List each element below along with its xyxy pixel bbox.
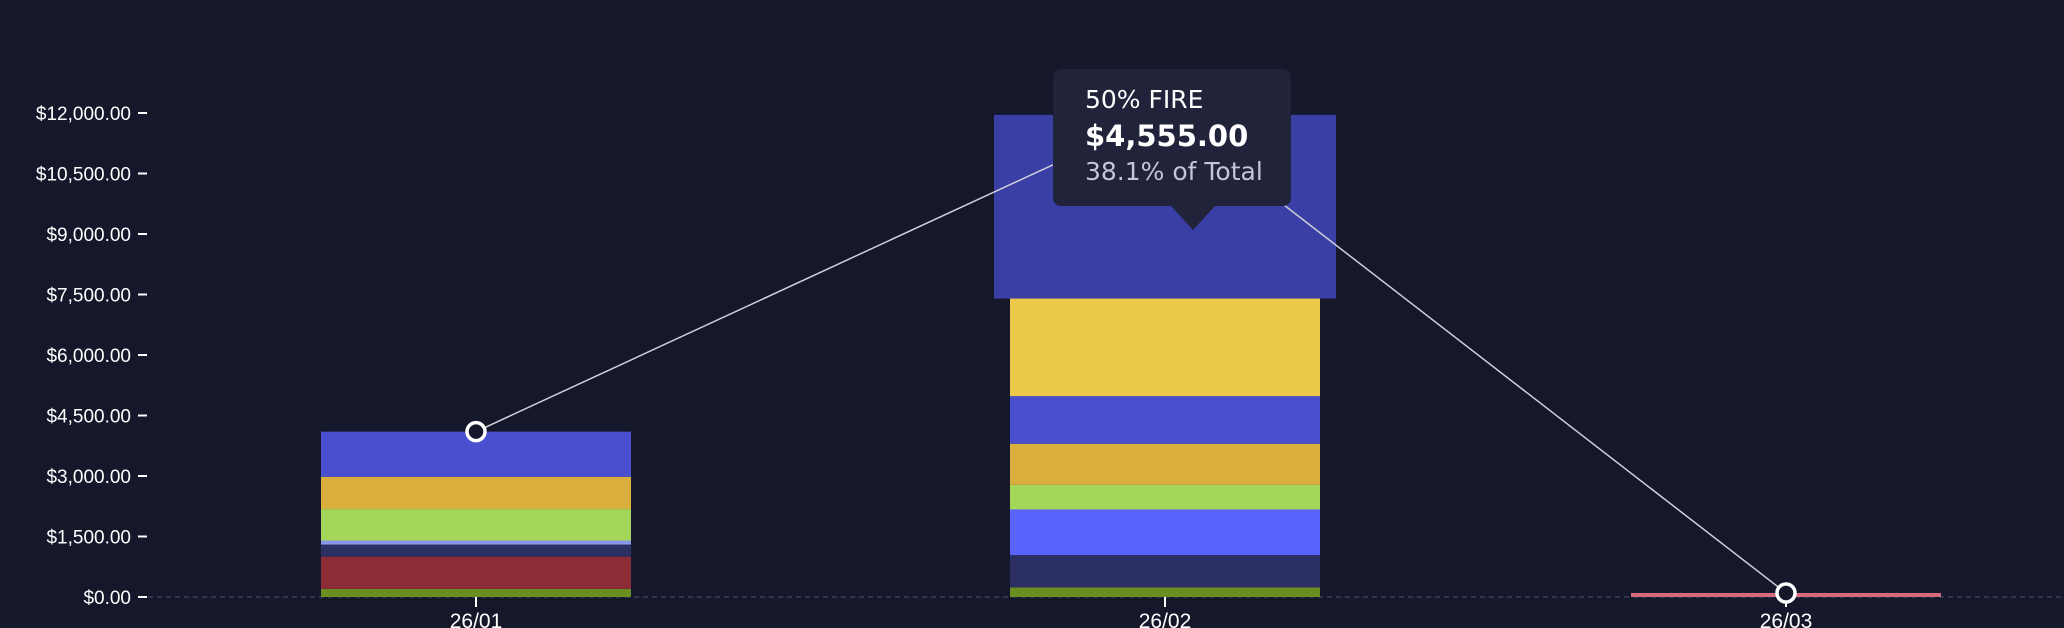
tooltip-share: 38.1% of Total (1085, 157, 1263, 186)
y-axis-tick-label: $6,000.00 (46, 346, 131, 367)
bar-segment[interactable] (1010, 396, 1320, 444)
y-axis-tick-label: $1,500.00 (46, 528, 131, 549)
y-axis-tick-label: $12,000.00 (36, 104, 131, 125)
bar-segment[interactable] (1010, 555, 1320, 588)
bar-segment[interactable] (1010, 443, 1320, 485)
y-axis-tick-label: $0.00 (83, 588, 131, 609)
y-axis-tick-label: $4,500.00 (46, 407, 131, 428)
chart-tooltip: 50% FIRE $4,555.00 38.1% of Total (1053, 69, 1291, 230)
trend-line-point[interactable] (1775, 582, 1797, 604)
bar-segment[interactable] (321, 544, 631, 557)
bar-segment[interactable] (321, 476, 631, 510)
trend-line-point[interactable] (465, 420, 487, 443)
bar-segment[interactable] (1010, 587, 1320, 597)
y-axis-tick-label: $3,000.00 (46, 467, 131, 488)
bar-segment[interactable] (1010, 298, 1320, 397)
tooltip-value: $4,555.00 (1085, 119, 1249, 153)
bar-segment[interactable] (1010, 484, 1320, 510)
x-axis-category-label: 26/02 (1139, 610, 1192, 628)
x-axis-category-label: 26/03 (1760, 610, 1813, 628)
y-axis-tick-label: $10,500.00 (36, 165, 131, 186)
y-axis-tick-label: $7,500.00 (46, 286, 131, 307)
bar-segment[interactable] (1010, 509, 1320, 556)
bar-segment[interactable] (321, 540, 631, 545)
tooltip-series-name: 50% FIRE (1085, 85, 1204, 114)
bar-segment[interactable] (321, 556, 631, 589)
x-axis-category-label: 26/01 (450, 610, 503, 628)
bar-segment[interactable] (321, 588, 631, 597)
bar-segment[interactable] (321, 509, 631, 541)
y-axis-tick-label: $9,000.00 (46, 225, 131, 246)
